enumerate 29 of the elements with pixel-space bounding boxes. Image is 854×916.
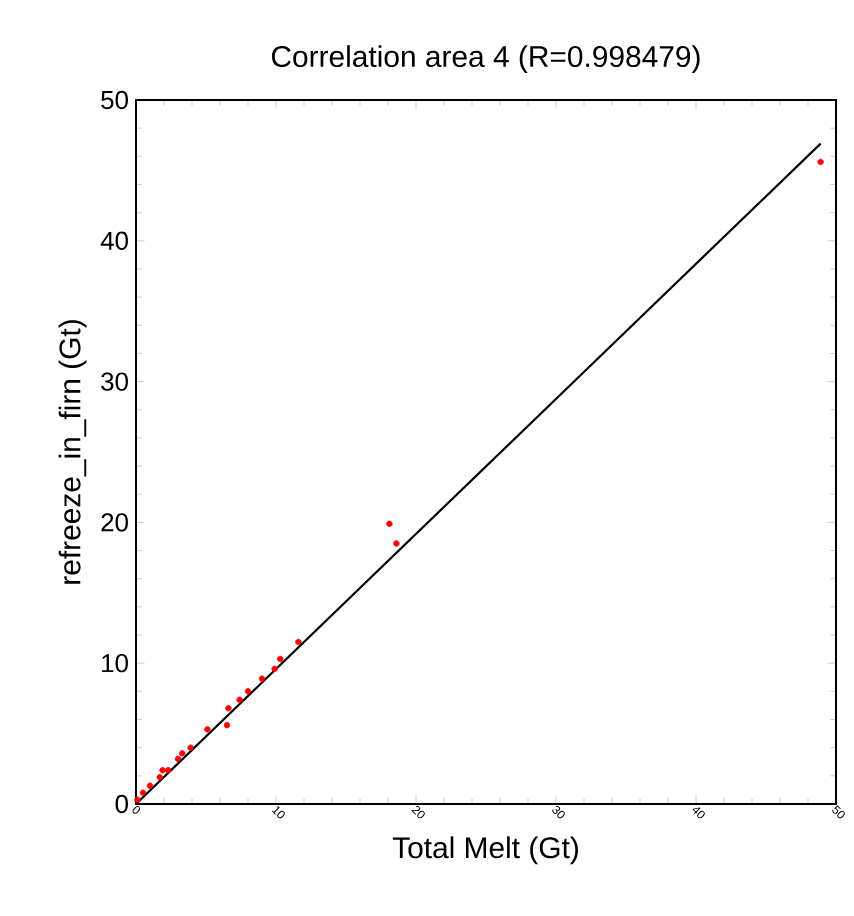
point: [236, 696, 243, 703]
point: [386, 520, 393, 527]
chart-title: Correlation area 4 (R=0.998479): [271, 45, 700, 74]
point: [244, 688, 252, 695]
y-tick-label: 50: [101, 90, 128, 110]
point: [174, 755, 182, 763]
y-tick-label: 30: [101, 372, 128, 391]
point: [295, 638, 302, 646]
point: [179, 750, 186, 757]
x-axis-title: Total Melt (Gt): [392, 836, 578, 865]
point: [156, 774, 163, 781]
point: [134, 796, 141, 803]
point: [393, 540, 400, 547]
point: [204, 726, 211, 733]
y-tick-label: 10: [102, 654, 128, 673]
y-tick-label: 20: [101, 513, 128, 532]
point: [187, 744, 194, 751]
point: [817, 158, 824, 166]
point: [139, 789, 147, 796]
point: [146, 782, 154, 789]
y-tick-label: 40: [100, 231, 128, 250]
point: [258, 675, 266, 682]
point: [225, 705, 232, 712]
point: [277, 655, 284, 663]
y-axis-title: refreeze_in_firn (Gt): [58, 320, 87, 584]
point: [159, 767, 166, 774]
point: [271, 665, 278, 673]
point: [165, 767, 172, 774]
point: [223, 721, 231, 729]
